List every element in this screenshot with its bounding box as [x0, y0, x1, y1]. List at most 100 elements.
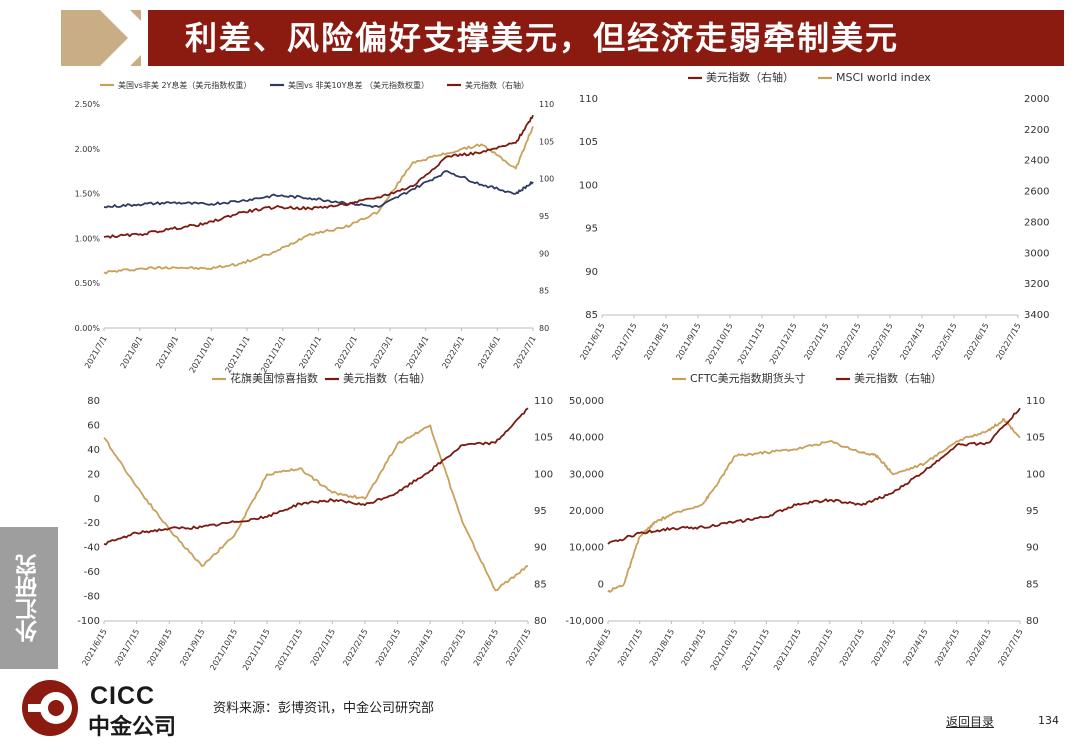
header-chevron-icon — [100, 10, 158, 66]
chart3-y-right-tick: 80 — [534, 616, 547, 627]
chart4-x-tick-label: 2021/8/15 — [648, 628, 676, 668]
chart1-y-left-tick: 2.50% — [75, 100, 101, 109]
chart1-series-line-1 — [103, 126, 534, 275]
logo-text-cn: 中金公司 — [88, 715, 177, 740]
chart2-y-left-tick: 100 — [579, 180, 598, 191]
chart4-x-tick-label: 2021/6/15 — [584, 628, 612, 668]
chart1-y-left-tick: 1.00% — [75, 234, 101, 243]
chart1-x-tick-label: 2022/4/1 — [405, 335, 431, 371]
chart2-y-left-tick: 85 — [585, 310, 598, 321]
chart3-y-left-tick: -20 — [84, 518, 100, 529]
chart3-series-line-2 — [103, 407, 529, 546]
chart1-x-tick-label: 2021/12/1 — [259, 335, 287, 375]
chart3-legend-label: 花旗美国惊喜指数 — [230, 371, 318, 385]
chart1-series-line-3 — [103, 114, 534, 239]
chart2-x-tick-label: 2022/5/15 — [930, 322, 958, 362]
page-title: 利差、风险偏好支撑美元，但经济走弱牵制美元 — [185, 19, 900, 57]
chart4-y-left-tick: 0 — [598, 579, 604, 590]
chart3-x-tick-label: 2022/1/15 — [309, 628, 337, 668]
chart3-x-tick-label: 2022/3/15 — [374, 628, 402, 668]
chart4-y-left-tick: -10,000 — [565, 616, 604, 627]
chart3-y-left-tick: 80 — [87, 396, 100, 407]
chart3-x-tick-label: 2022/7/15 — [504, 628, 532, 668]
chart1-legend-label: 美国vs非美 2Y息差（美元指数权重） — [118, 80, 251, 90]
page-number: 134 — [1038, 714, 1059, 727]
side-tab: 外汇研究 — [0, 527, 58, 669]
chart4-x-tick-label: 2021/7/15 — [616, 628, 644, 668]
chart2-y-left-tick: 105 — [579, 137, 598, 148]
chart3-y-right-tick: 95 — [534, 506, 547, 517]
chart1-series-line-2 — [103, 170, 534, 209]
chart2-y-right-tick: 3000 — [1024, 248, 1049, 259]
chart3-legend-label: 美元指数（右轴） — [343, 371, 431, 385]
chart4-x-tick-label: 2022/2/15 — [838, 628, 866, 668]
chart4-y-right-tick: 80 — [1026, 616, 1039, 627]
charts-canvas: 0.00% 0.50% 1.00% 1.50% 2.00% 2.50% 80 85 90 95 10… — [75, 70, 1050, 672]
chart4-x-tick-label: 2021/9/15 — [679, 628, 707, 668]
chart3-y-left-tick: 0 — [94, 494, 100, 505]
chart3-y-left-tick: -100 — [77, 616, 100, 627]
chart1-legend-label: 美国vs 非美10Y息差 （美元指数权重） — [288, 80, 429, 90]
cicc-logo-icon — [22, 680, 78, 736]
chart3-y-right-tick: 90 — [534, 543, 547, 554]
chart1-y-left-tick: 0.50% — [75, 279, 101, 288]
cicc-logo: CICC 中金公司 — [20, 678, 210, 740]
chart3-x-tick-label: 2021/6/15 — [80, 628, 108, 668]
chart1-x-tick-label: 2021/10/1 — [188, 335, 216, 375]
chart3-series-line-1 — [103, 424, 529, 592]
chart4-y-right-tick: 100 — [1026, 469, 1045, 480]
chart1-y-right-tick: 105 — [539, 137, 554, 146]
chart1-x-tick-label: 2022/5/1 — [440, 335, 466, 371]
chart2-y-left-tick: 90 — [585, 267, 598, 278]
chart4-x-tick-label: 2021/11/15 — [740, 628, 771, 672]
chart2-y-right-tick: 3400 — [1024, 310, 1049, 321]
chart4-x-tick-label: 2021/10/15 — [709, 628, 740, 672]
back-to-contents-link[interactable]: 返回目录 — [946, 715, 995, 729]
chart2-y-right-tick: 3200 — [1024, 279, 1049, 290]
chart1-x-tick-label: 2021/9/1 — [154, 335, 180, 371]
chart1-x-tick-label: 2021/8/1 — [119, 335, 145, 371]
chart4-y-right-tick: 90 — [1026, 543, 1039, 554]
chart4-y-left-tick: 30,000 — [569, 469, 604, 480]
chart4-y-right-tick: 95 — [1026, 506, 1039, 517]
chart3-y-left-tick: 20 — [87, 469, 100, 480]
chart4-y-left-tick: 50,000 — [569, 396, 604, 407]
chart2-y-right-tick: 2000 — [1024, 94, 1049, 105]
chart1-y-left-tick: 1.50% — [75, 190, 101, 199]
chart1-y-right-tick: 100 — [539, 175, 554, 184]
chart3-x-tick-label: 2022/2/15 — [341, 628, 369, 668]
chart3-x-tick-label: 2021/9/15 — [178, 628, 206, 668]
chart2-x-tick-label: 2022/4/15 — [898, 322, 926, 362]
chart4-y-left-tick: 20,000 — [569, 506, 604, 517]
chart2-x-tick-label: 2022/6/15 — [962, 322, 990, 362]
chart3-y-right-tick: 105 — [534, 433, 553, 444]
chart3-x-tick-label: 2021/8/15 — [146, 628, 174, 668]
chart2-x-tick-label: 2022/3/15 — [866, 322, 894, 362]
chart1-x-tick-label: 2022/2/1 — [333, 335, 359, 371]
chart2-x-tick-label: 2021/8/15 — [642, 322, 670, 362]
chart2-x-tick-label: 2022/2/15 — [834, 322, 862, 362]
chart4-x-tick-label: 2022/4/15 — [901, 628, 929, 668]
chart1-y-right-tick: 80 — [539, 324, 549, 333]
chart4-y-left-tick: 10,000 — [569, 543, 604, 554]
chart4-x-tick-label: 2022/1/15 — [806, 628, 834, 668]
chart4-y-right-tick: 110 — [1026, 396, 1045, 407]
chart4-legend-label: 美元指数（右轴） — [854, 371, 942, 385]
chart2-x-tick-label: 2022/7/15 — [994, 322, 1022, 362]
chart2-y-right-tick: 2600 — [1024, 187, 1049, 198]
chart4-x-tick-label: 2021/12/15 — [772, 628, 803, 672]
chart4-y-left-tick: 40,000 — [569, 433, 604, 444]
chart3-y-left-tick: -40 — [84, 543, 100, 554]
chart3-x-tick-label: 2021/11/15 — [241, 628, 272, 672]
chart3-y-right-tick: 100 — [534, 469, 553, 480]
chart1-y-right-tick: 95 — [539, 212, 549, 221]
chart2-y-right-tick: 2200 — [1024, 125, 1049, 136]
chart1-x-tick-label: 2022/6/1 — [476, 335, 502, 371]
chart3-x-tick-label: 2022/6/15 — [472, 628, 500, 668]
logo-text-en: CICC — [90, 682, 156, 710]
chart3-y-right-tick: 85 — [534, 579, 547, 590]
chart4-legend-label: CFTC美元指数期货头寸 — [690, 371, 806, 385]
chart2-y-right-tick: 2800 — [1024, 217, 1049, 228]
chart1-y-right-tick: 90 — [539, 249, 549, 258]
header-bar — [148, 10, 1064, 66]
